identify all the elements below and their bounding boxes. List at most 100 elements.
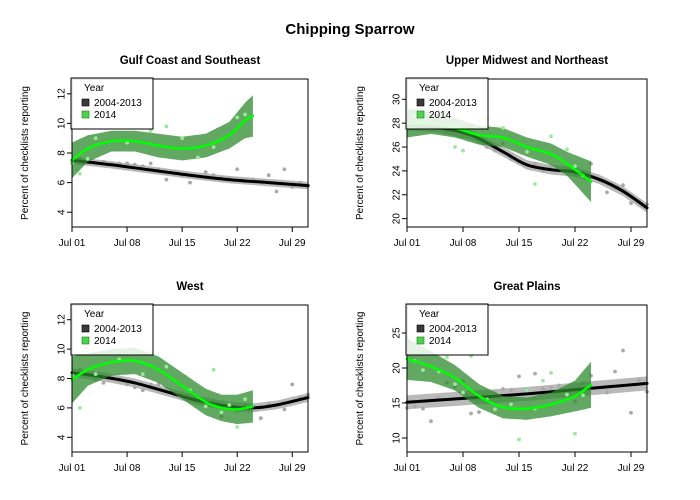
legend-label: 2004-2013 xyxy=(94,98,142,109)
data-point xyxy=(140,372,145,376)
data-point xyxy=(164,124,169,129)
data-point xyxy=(485,145,489,149)
data-point xyxy=(533,182,537,186)
data-point xyxy=(85,157,90,161)
data-point xyxy=(629,410,633,415)
data-point xyxy=(243,112,248,117)
legend-title: Year xyxy=(419,309,440,320)
legend-title: Year xyxy=(419,83,440,94)
y-tick-label: 10 xyxy=(392,432,403,444)
x-tick-label: Jul 29 xyxy=(618,463,645,474)
confidence-band xyxy=(72,347,253,425)
confidence-band xyxy=(407,337,591,420)
data-point xyxy=(148,161,153,166)
data-point xyxy=(461,148,465,153)
y-tick-label: 28 xyxy=(392,117,403,129)
panel-2: Upper Midwest and Northeast Jul 01 Jul 08 J… xyxy=(355,55,649,249)
data-point xyxy=(605,190,609,195)
data-point xyxy=(509,402,513,407)
legend-swatch xyxy=(416,98,425,107)
x-tick-label: Jul 22 xyxy=(224,463,251,474)
x-tick-label: Jul 08 xyxy=(114,463,141,474)
data-point xyxy=(290,185,295,189)
data-point xyxy=(93,372,98,376)
x-tick-label: Jul 08 xyxy=(450,238,477,249)
x-tick-label: Jul 15 xyxy=(506,463,533,474)
data-point xyxy=(219,410,224,415)
legend-label: 2014 xyxy=(94,336,117,347)
data-point xyxy=(413,404,417,409)
x-tick-label: Jul 29 xyxy=(279,238,306,249)
legend-swatch xyxy=(81,110,90,119)
y-tick-label: 4 xyxy=(57,209,68,215)
figure-title: Chipping Sparrow xyxy=(285,21,414,38)
data-point xyxy=(501,126,505,130)
legend-label: 2004-2013 xyxy=(94,324,142,335)
legend-label: 2004-2013 xyxy=(429,324,477,335)
fit-line xyxy=(405,381,649,404)
data-point xyxy=(180,136,185,141)
x-tick-label: Jul 29 xyxy=(279,463,306,474)
x-tick-label: Jul 01 xyxy=(59,238,86,249)
legend-label: 2004-2013 xyxy=(429,98,477,109)
data-point xyxy=(549,385,553,390)
data-point xyxy=(573,164,577,169)
data-point xyxy=(274,189,279,194)
y-axis-label: Percent of checklists reporting xyxy=(355,86,366,220)
y-tick-label: 8 xyxy=(57,375,68,381)
legend-label: 2014 xyxy=(429,110,452,121)
data-point xyxy=(227,403,232,407)
panel-3: West Jul 01 Jul 08 Jul 15 Jul 22 Jul 29 4 6 8 10 1… xyxy=(20,281,310,474)
legend-swatch xyxy=(416,336,425,345)
data-point xyxy=(125,161,129,166)
y-tick-label: 12 xyxy=(57,314,68,326)
data-point xyxy=(565,147,569,152)
y-tick-label: 8 xyxy=(57,150,68,156)
series-historical xyxy=(70,156,310,194)
data-point xyxy=(282,167,287,172)
data-point xyxy=(621,183,625,188)
x-tick-label: Jul 08 xyxy=(114,238,141,249)
data-point xyxy=(533,161,537,166)
data-point xyxy=(140,388,145,393)
data-point xyxy=(493,148,497,153)
panel-4: Great Plains Jul 01 Jul 08 Jul 15 Jul 22 Jul … xyxy=(355,281,649,474)
data-point xyxy=(629,201,633,206)
data-point xyxy=(533,371,537,376)
data-point xyxy=(573,431,577,436)
data-point xyxy=(78,406,82,410)
data-point xyxy=(133,385,137,390)
data-point xyxy=(78,171,82,176)
data-point xyxy=(282,407,287,412)
legend-label: 2014 xyxy=(429,336,452,347)
x-tick-label: Jul 01 xyxy=(59,463,86,474)
data-point xyxy=(541,387,545,391)
data-point xyxy=(509,388,513,393)
y-tick-label: 30 xyxy=(392,93,403,105)
data-point xyxy=(453,382,457,386)
y-tick-label: 6 xyxy=(57,405,68,411)
y-tick-label: 25 xyxy=(392,327,403,339)
data-point xyxy=(140,164,145,169)
x-tick-label: Jul 01 xyxy=(394,238,421,249)
legend-swatch xyxy=(81,336,90,345)
fit-line xyxy=(70,114,255,162)
y-axis-label: Percent of checklists reporting xyxy=(20,312,31,446)
y-tick-label: 22 xyxy=(392,189,403,201)
x-tick-label: Jul 15 xyxy=(169,238,196,249)
confidence-band xyxy=(72,95,253,179)
data-point xyxy=(148,128,153,133)
data-point xyxy=(621,348,625,353)
data-point xyxy=(453,145,457,149)
series-2014 xyxy=(70,347,255,429)
data-point xyxy=(196,155,200,160)
data-point xyxy=(164,177,169,182)
data-point xyxy=(525,149,529,154)
data-point xyxy=(93,136,98,141)
data-point xyxy=(549,134,553,139)
data-point xyxy=(266,401,271,406)
data-point xyxy=(549,371,553,375)
data-point xyxy=(517,374,521,379)
